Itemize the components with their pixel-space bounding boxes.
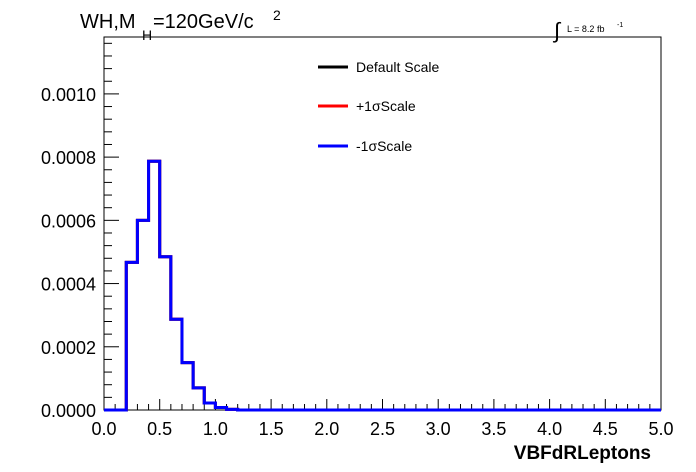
title-subscript: H <box>142 27 152 43</box>
y-tick-label: 0.0000 <box>41 401 96 421</box>
legend-label-default: Default Scale <box>356 59 439 75</box>
series-default-scale-line <box>104 159 661 412</box>
y-axis: 0.0000 0.0002 0.0004 0.0006 0.0008 0.0010 <box>41 42 119 421</box>
x-tick-label: 3.5 <box>481 419 506 439</box>
chart-title: WH,M H =120GeV/c 2 <box>80 7 281 43</box>
x-tick-label: 0.5 <box>147 419 172 439</box>
x-tick-label: 1.5 <box>259 419 284 439</box>
y-tick-label: 0.0002 <box>41 338 96 358</box>
series-minus-sigma-scale-line <box>104 159 661 412</box>
y-tick-label: 0.0008 <box>41 148 96 168</box>
luminosity-superscript: -1 <box>617 22 623 29</box>
x-tick-label: 2.0 <box>314 419 339 439</box>
legend-label-minus-sigma: -1σScale <box>356 138 412 154</box>
x-tick-label: 2.5 <box>370 419 395 439</box>
x-tick-label: 4.5 <box>593 419 618 439</box>
title-value: =120GeV/c <box>153 11 254 33</box>
series-plus-sigma-scale-line <box>104 159 661 412</box>
legend: Default Scale +1σScale -1σScale <box>318 59 439 154</box>
x-axis-title: VBFdRLeptons <box>514 443 651 464</box>
x-tick-label: 0.0 <box>91 419 116 439</box>
x-axis: 0.0 0.5 1.0 1.5 2.0 2.5 3.0 3.5 4.0 4.5 5.0 <box>91 399 674 439</box>
x-tick-label: 3.0 <box>426 419 451 439</box>
x-tick-label: 4.0 <box>537 419 562 439</box>
plot-frame <box>103 36 662 411</box>
y-tick-label: 0.0004 <box>41 275 96 295</box>
x-tick-label: 5.0 <box>648 419 673 439</box>
series-layer <box>104 159 661 412</box>
title-superscript: 2 <box>273 7 281 23</box>
title-prefix: WH,M <box>80 11 136 33</box>
luminosity-text: L = 8.2 fb <box>567 24 604 34</box>
legend-label-plus-sigma: +1σScale <box>356 98 416 114</box>
integral-symbol: ∫ <box>552 18 562 43</box>
luminosity-label: ∫ L = 8.2 fb -1 <box>552 18 623 43</box>
x-tick-label: 1.0 <box>203 419 228 439</box>
y-tick-label: 0.0010 <box>41 85 96 105</box>
y-tick-label: 0.0006 <box>41 211 96 231</box>
